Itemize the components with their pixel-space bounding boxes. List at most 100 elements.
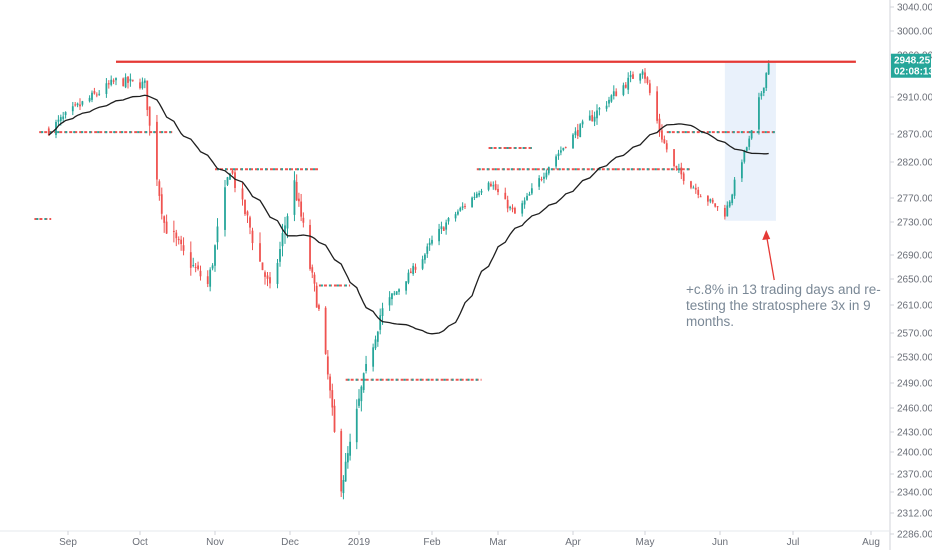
candle-body — [234, 172, 236, 188]
candle-116 — [438, 223, 440, 246]
candle-body — [139, 82, 141, 89]
candle-body — [177, 238, 180, 241]
candle-33 — [160, 187, 163, 220]
candle-body — [388, 297, 391, 306]
candle-body — [731, 194, 734, 204]
candle-78 — [313, 272, 316, 292]
candle-body — [514, 208, 516, 214]
annotation-arrow — [765, 233, 775, 281]
candle-body — [182, 245, 185, 251]
y-tick-label-10: 2690.00 — [897, 251, 932, 262]
candle-body — [59, 117, 62, 121]
candle-146 — [538, 175, 541, 190]
candle-7 — [74, 101, 77, 107]
candle-51 — [224, 180, 226, 237]
candle-body — [588, 115, 591, 121]
candle-79 — [315, 282, 318, 308]
candle-body — [461, 206, 464, 208]
candle-body — [728, 201, 731, 207]
candle-body — [81, 101, 84, 105]
candle-body — [624, 84, 627, 88]
candle-body — [131, 79, 134, 81]
candle-27 — [141, 77, 144, 90]
candle-171 — [622, 82, 625, 97]
candle-body — [438, 228, 440, 242]
candle-body — [365, 364, 367, 372]
y-tick-label-16: 2460.00 — [897, 404, 932, 415]
candle-body — [209, 269, 212, 287]
candle-body — [115, 78, 117, 81]
candle-39 — [180, 235, 183, 251]
candle-11 — [88, 95, 91, 103]
candle-35 — [165, 214, 168, 234]
candle-body — [293, 180, 296, 215]
candle-body — [148, 106, 151, 126]
candle-body — [395, 291, 398, 295]
candle-body — [112, 80, 115, 82]
candle-46 — [206, 270, 209, 288]
candle-138 — [509, 205, 511, 211]
candle-body — [557, 153, 560, 157]
candle-41 — [189, 241, 192, 276]
candle-5 — [64, 111, 67, 119]
candle-32 — [158, 179, 161, 201]
candle-42 — [192, 257, 195, 268]
candle-112 — [424, 253, 426, 264]
candle-body — [447, 218, 450, 222]
candle-45 — [199, 265, 202, 281]
y-tick-label-19: 2370.00 — [897, 470, 932, 481]
candle-54 — [231, 169, 234, 175]
candle-body — [646, 77, 649, 83]
annotation-line-0: +c.8% in 13 trading days and re- — [686, 282, 881, 297]
candle-body — [521, 203, 524, 214]
candle-body — [122, 78, 125, 87]
candle-body — [269, 277, 271, 284]
candle-150 — [547, 166, 550, 176]
candle-175 — [632, 71, 634, 79]
candle-body — [648, 83, 651, 93]
candle-body — [379, 315, 382, 330]
candle-body — [98, 93, 101, 95]
candle-body — [765, 73, 768, 88]
candle-57 — [244, 199, 246, 216]
candle-37 — [175, 229, 178, 247]
candle-body — [690, 181, 692, 188]
candle-56 — [241, 182, 244, 206]
candle-104 — [395, 291, 398, 296]
candle-body — [692, 187, 695, 189]
candle-86 — [340, 428, 343, 498]
candle-body — [598, 108, 601, 110]
candle-182 — [658, 113, 661, 137]
y-tick-label-15: 2490.00 — [897, 379, 932, 390]
candle-body — [261, 262, 264, 271]
annotation-line-1: testing the stratosphere 3x in 9 — [686, 298, 871, 313]
candle-body — [716, 206, 719, 208]
candle-47 — [209, 267, 212, 292]
candle-body — [574, 131, 577, 136]
candle-body — [346, 453, 349, 463]
candle-89 — [346, 446, 349, 469]
candle-125 — [464, 203, 466, 209]
candle-body — [376, 331, 379, 342]
candle-body — [226, 177, 229, 185]
highlight-box — [724, 61, 776, 221]
candle-43 — [194, 263, 197, 273]
candle-body — [487, 182, 490, 190]
candle-body — [344, 461, 347, 482]
candle-body — [127, 76, 129, 83]
candle-162 — [591, 110, 594, 122]
candle-105 — [398, 288, 400, 295]
candle-body — [143, 80, 146, 83]
candle-body — [331, 390, 334, 408]
candle-59 — [249, 215, 251, 235]
candle-99 — [379, 308, 382, 335]
candle-body — [160, 194, 163, 214]
candle-161 — [588, 110, 591, 121]
candle-body — [398, 289, 400, 292]
candle-49 — [214, 244, 216, 272]
candle-119 — [445, 219, 448, 235]
candle-158 — [576, 123, 579, 140]
candle-body — [622, 85, 625, 95]
